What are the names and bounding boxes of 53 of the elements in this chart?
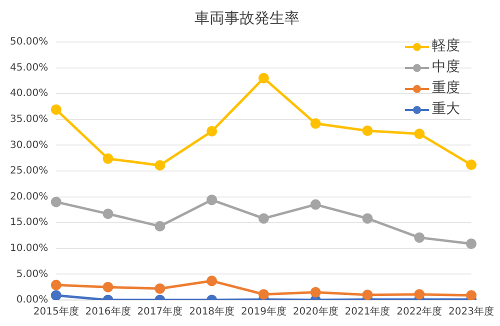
- point: [206, 126, 218, 137]
- y-tick-label: 35.00%: [10, 114, 48, 125]
- point: [466, 160, 477, 170]
- legend-label: 中度: [432, 58, 460, 77]
- point: [310, 287, 321, 298]
- y-tick-label: 30.00%: [10, 140, 48, 151]
- x-tick-label: 2016年度: [85, 306, 131, 318]
- point: [310, 118, 321, 129]
- point: [102, 153, 114, 164]
- point: [206, 276, 218, 286]
- y-tick-label: 40.00%: [10, 88, 48, 100]
- point: [258, 213, 269, 224]
- point: [466, 238, 477, 250]
- x-tick-label: 2020年度: [292, 306, 338, 318]
- x-tick-label: 2017年度: [137, 306, 183, 318]
- point: [102, 208, 114, 220]
- y-tick-label: 10.00%: [10, 242, 48, 254]
- x-tick-label: 2018年度: [189, 306, 235, 318]
- point: [206, 194, 218, 206]
- point: [362, 213, 373, 224]
- point: [362, 126, 373, 136]
- point: [154, 220, 166, 232]
- point: [50, 280, 62, 290]
- x-tick-label: 2021年度: [344, 306, 390, 318]
- point: [414, 232, 425, 243]
- legend-label: 軽度: [432, 37, 460, 56]
- y-tick-label: 5.00%: [16, 268, 48, 280]
- y-tick-label: 0.00%: [16, 294, 48, 306]
- point: [50, 104, 62, 115]
- point: [50, 196, 62, 208]
- point: [154, 160, 166, 171]
- y-tick-label: 25.00%: [10, 166, 48, 177]
- point: [414, 289, 425, 300]
- x-tick-label: 2022年度: [396, 306, 442, 318]
- point: [154, 283, 166, 294]
- y-tick-label: 45.00%: [10, 62, 48, 74]
- point: [414, 128, 425, 140]
- legend-label: 重度: [432, 79, 460, 98]
- y-tick-label: 20.00%: [10, 191, 48, 202]
- point: [258, 289, 269, 300]
- x-tick-label: 2015年度: [33, 306, 79, 318]
- point: [362, 290, 373, 300]
- point: [466, 290, 477, 300]
- point: [310, 199, 321, 210]
- y-tick-label: 50.00%: [10, 36, 48, 48]
- legend-label: 重大: [432, 100, 460, 119]
- chart-title: 車両事故発生率: [194, 8, 300, 27]
- x-tick-label: 2023年度: [448, 306, 494, 318]
- point: [258, 72, 269, 84]
- y-tick-label: 15.00%: [10, 217, 48, 228]
- point: [102, 282, 114, 292]
- point: [50, 290, 62, 300]
- x-tick-label: 2019年度: [240, 306, 286, 318]
